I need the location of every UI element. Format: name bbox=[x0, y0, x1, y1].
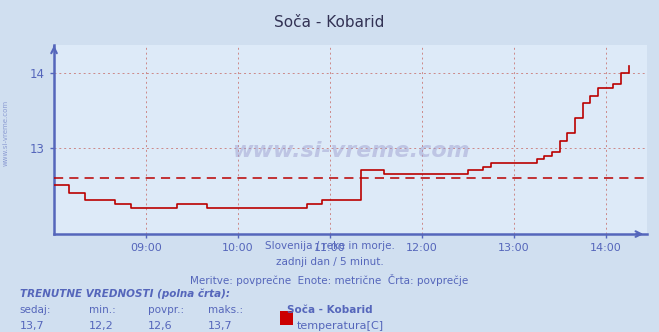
Text: 12,6: 12,6 bbox=[148, 321, 173, 331]
Text: maks.:: maks.: bbox=[208, 305, 243, 315]
Text: 13,7: 13,7 bbox=[208, 321, 232, 331]
Text: min.:: min.: bbox=[89, 305, 116, 315]
Text: www.si-vreme.com: www.si-vreme.com bbox=[232, 141, 469, 161]
Text: Slovenija / reke in morje.: Slovenija / reke in morje. bbox=[264, 241, 395, 251]
Text: 12,2: 12,2 bbox=[89, 321, 114, 331]
Text: TRENUTNE VREDNOSTI (polna črta):: TRENUTNE VREDNOSTI (polna črta): bbox=[20, 289, 230, 299]
Text: www.si-vreme.com: www.si-vreme.com bbox=[2, 100, 9, 166]
Text: Soča - Kobarid: Soča - Kobarid bbox=[274, 15, 385, 30]
Text: Meritve: povprečne  Enote: metrične  Črta: povprečje: Meritve: povprečne Enote: metrične Črta:… bbox=[190, 274, 469, 286]
Text: temperatura[C]: temperatura[C] bbox=[297, 321, 384, 331]
Text: zadnji dan / 5 minut.: zadnji dan / 5 minut. bbox=[275, 257, 384, 267]
Text: sedaj:: sedaj: bbox=[20, 305, 51, 315]
Text: Soča - Kobarid: Soča - Kobarid bbox=[287, 305, 372, 315]
Text: 13,7: 13,7 bbox=[20, 321, 44, 331]
Text: povpr.:: povpr.: bbox=[148, 305, 185, 315]
